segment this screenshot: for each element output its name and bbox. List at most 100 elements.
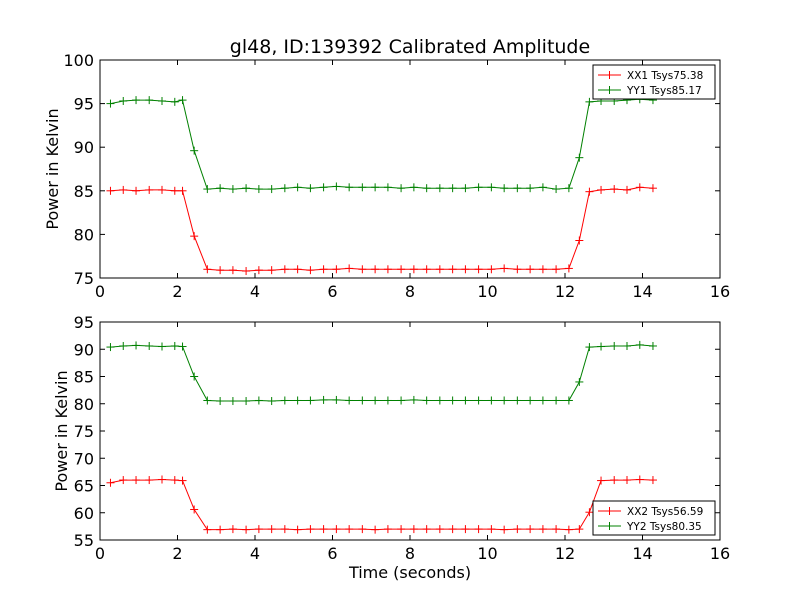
data-point bbox=[435, 265, 444, 274]
data-point bbox=[345, 183, 354, 192]
x-tick-label: 10 bbox=[477, 544, 497, 563]
data-point bbox=[358, 265, 367, 274]
data-point bbox=[170, 341, 179, 350]
data-point bbox=[145, 341, 154, 350]
data-point bbox=[254, 185, 263, 194]
data-point bbox=[564, 396, 573, 405]
data-point bbox=[448, 184, 457, 193]
y-tick-label: 95 bbox=[74, 95, 94, 114]
data-point bbox=[332, 182, 341, 191]
y-tick-label: 85 bbox=[74, 368, 94, 387]
data-point bbox=[564, 525, 573, 534]
data-point bbox=[500, 396, 509, 405]
y-tick-label: 85 bbox=[74, 182, 94, 201]
x-tick-label: 14 bbox=[632, 282, 652, 301]
data-point bbox=[635, 340, 644, 349]
data-point bbox=[106, 99, 115, 108]
data-point bbox=[397, 396, 406, 405]
data-point bbox=[119, 185, 128, 194]
data-point bbox=[538, 396, 547, 405]
data-point bbox=[383, 265, 392, 274]
y-tick-label: 65 bbox=[74, 477, 94, 496]
data-point bbox=[422, 396, 431, 405]
data-point bbox=[280, 184, 289, 193]
legend-label: XX1 Tsys75.38 bbox=[627, 70, 703, 82]
data-point bbox=[358, 183, 367, 192]
data-point bbox=[474, 396, 483, 405]
data-point bbox=[526, 525, 535, 534]
data-point bbox=[190, 372, 199, 381]
data-point bbox=[267, 185, 276, 194]
data-point bbox=[575, 236, 584, 245]
axes-frame bbox=[99, 321, 721, 541]
data-point bbox=[190, 505, 199, 514]
data-point bbox=[597, 342, 606, 351]
data-point bbox=[190, 146, 199, 155]
data-point bbox=[332, 265, 341, 274]
x-tick-label: 16 bbox=[710, 282, 730, 301]
data-point bbox=[526, 265, 535, 274]
data-point bbox=[597, 185, 606, 194]
data-point bbox=[228, 185, 237, 194]
data-point bbox=[397, 184, 406, 193]
data-point bbox=[409, 183, 418, 192]
data-point bbox=[610, 185, 619, 194]
x-tick-label: 2 bbox=[172, 282, 182, 301]
data-point bbox=[552, 525, 561, 534]
data-point bbox=[635, 183, 644, 192]
data-point bbox=[435, 525, 444, 534]
data-point bbox=[383, 525, 392, 534]
axes-frame bbox=[99, 59, 721, 279]
y-axis-label: Power in Kelvin bbox=[43, 108, 62, 229]
data-point bbox=[158, 96, 166, 105]
data-point bbox=[132, 476, 141, 485]
data-point bbox=[461, 265, 470, 274]
data-point bbox=[319, 183, 328, 192]
legend: XX1 Tsys75.38 YY1 Tsys85.17 bbox=[592, 64, 716, 100]
data-point bbox=[461, 184, 470, 193]
data-point bbox=[267, 397, 276, 406]
data-point bbox=[383, 396, 392, 405]
data-point bbox=[216, 184, 225, 193]
data-point bbox=[513, 525, 522, 534]
y-axis-label: Power in Kelvin bbox=[52, 370, 71, 491]
data-point bbox=[648, 341, 657, 350]
data-point bbox=[132, 96, 141, 105]
data-point bbox=[358, 396, 367, 405]
data-point bbox=[448, 525, 457, 534]
data-point bbox=[216, 525, 225, 534]
data-point bbox=[267, 525, 276, 534]
data-point bbox=[623, 185, 631, 194]
x-tick-label: 16 bbox=[710, 544, 730, 563]
data-point bbox=[448, 396, 457, 405]
data-point bbox=[280, 396, 289, 405]
data-point bbox=[228, 525, 237, 534]
data-point bbox=[552, 185, 561, 194]
x-tick-label: 8 bbox=[405, 282, 415, 301]
legend-box bbox=[592, 500, 716, 536]
data-point bbox=[106, 186, 115, 195]
y-tick-label: 95 bbox=[74, 313, 94, 332]
data-point bbox=[409, 265, 418, 274]
data-point bbox=[203, 396, 212, 405]
data-point bbox=[319, 395, 328, 404]
subplot-2: 0 2 4 6 8 10 12 14 16 55 60 65 70 75 80 85 90 95 Power in … bbox=[52, 313, 730, 582]
data-point bbox=[610, 476, 619, 485]
data-point bbox=[170, 97, 179, 106]
data-point bbox=[332, 395, 341, 404]
data-point bbox=[575, 153, 584, 162]
data-point bbox=[623, 476, 631, 485]
data-point bbox=[487, 183, 496, 192]
data-point bbox=[371, 183, 380, 192]
y-tick-label: 60 bbox=[74, 504, 94, 523]
data-point bbox=[267, 266, 276, 275]
data-point bbox=[422, 525, 431, 534]
data-point bbox=[371, 525, 380, 534]
data-point bbox=[345, 525, 354, 534]
data-point bbox=[293, 183, 302, 192]
x-tick-label: 12 bbox=[555, 282, 575, 301]
data-point bbox=[538, 183, 547, 192]
data-point bbox=[280, 265, 289, 274]
data-point bbox=[158, 342, 166, 351]
